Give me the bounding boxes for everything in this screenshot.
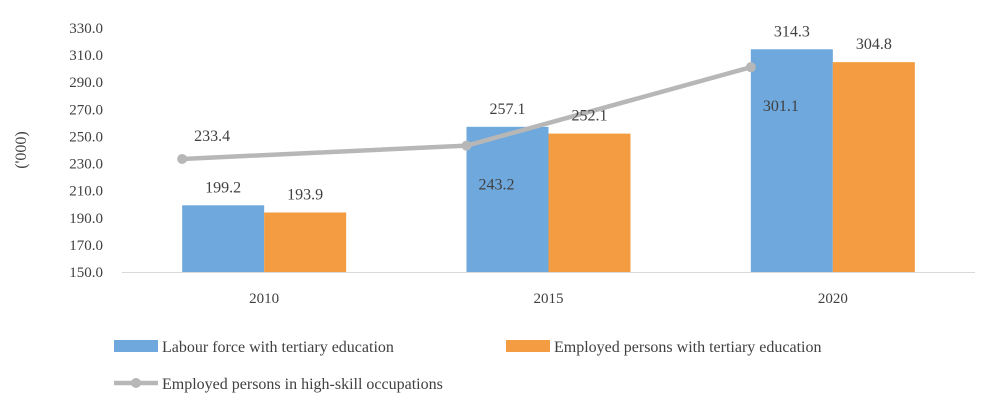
y-tick-label: 150.0: [69, 265, 103, 281]
legend-label: Labour force with tertiary education: [162, 339, 394, 356]
legend-item-employed-persons-with-tertiary-education: Employed persons with tertiary education: [506, 339, 821, 356]
x-axis: 2010 2015 2020: [249, 291, 848, 307]
y-tick-label: 270.0: [69, 102, 103, 118]
y-tick-label: 290.0: [69, 75, 103, 91]
legend: Labour force with tertiary education Empl…: [114, 339, 821, 393]
y-tick-label: 230.0: [69, 157, 103, 173]
line-series: [177, 62, 756, 164]
line-point-2010: [177, 153, 188, 164]
bar-labour-force-with-tertiary-education-2020: [750, 49, 833, 272]
bar-labour-force-with-tertiary-education-2010: [182, 205, 265, 272]
y-axis: 150.0 170.0 190.0 210.0 230.0 250.0 270.0 290.0…: [69, 21, 103, 281]
line-point-2020: [745, 62, 756, 73]
legend-swatch: [114, 340, 158, 352]
data-label-labour-force-with-tertiary-education-2020: 314.3: [774, 23, 810, 40]
data-label-labour-force-with-tertiary-education-2010: 199.2: [205, 179, 241, 196]
bar-employed-persons-with-tertiary-education-2010: [264, 212, 347, 272]
y-tick-label: 190.0: [69, 211, 103, 227]
x-tick-label-2015: 2015: [534, 291, 564, 307]
legend-item-employed-persons-in-high-skill-occupations: Employed persons in high-skill occupatio…: [114, 376, 443, 393]
legend-swatch: [506, 340, 550, 352]
y-tick-label: 210.0: [69, 184, 103, 200]
line-label-2015: 243.2: [479, 177, 515, 194]
legend-marker: [131, 378, 141, 388]
bar-labour-force-with-tertiary-education-2015: [466, 126, 549, 272]
legend-label: Employed persons in high-skill occupatio…: [162, 376, 443, 393]
bar-employed-persons-with-tertiary-education-2020: [832, 62, 915, 272]
legend-item-labour-force-with-tertiary-education: Labour force with tertiary education: [114, 339, 394, 356]
y-axis-title: ('000): [13, 131, 30, 169]
data-label-employed-persons-with-tertiary-education-2020: 304.8: [856, 36, 892, 53]
line-label-2020: 301.1: [763, 98, 799, 115]
y-tick-label: 330.0: [69, 21, 103, 37]
x-tick-label-2010: 2010: [249, 291, 279, 307]
data-labels: 199.2 257.1 314.3 193.9 252.1 304.8 233.4 243.2…: [194, 23, 892, 203]
data-label-employed-persons-with-tertiary-education-2010: 193.9: [287, 186, 323, 203]
y-tick-label: 250.0: [69, 129, 103, 145]
line-point-2015: [461, 140, 472, 151]
y-tick-label: 310.0: [69, 48, 103, 64]
line-label-2010: 233.4: [194, 128, 230, 145]
y-tick-label: 170.0: [69, 238, 103, 254]
bars: [182, 49, 915, 272]
bar-employed-persons-with-tertiary-education-2015: [548, 133, 631, 272]
x-tick-label-2020: 2020: [818, 291, 848, 307]
data-label-employed-persons-with-tertiary-education-2015: 252.1: [572, 108, 608, 125]
legend-label: Employed persons with tertiary education: [554, 339, 821, 356]
data-label-labour-force-with-tertiary-education-2015: 257.1: [490, 101, 526, 118]
